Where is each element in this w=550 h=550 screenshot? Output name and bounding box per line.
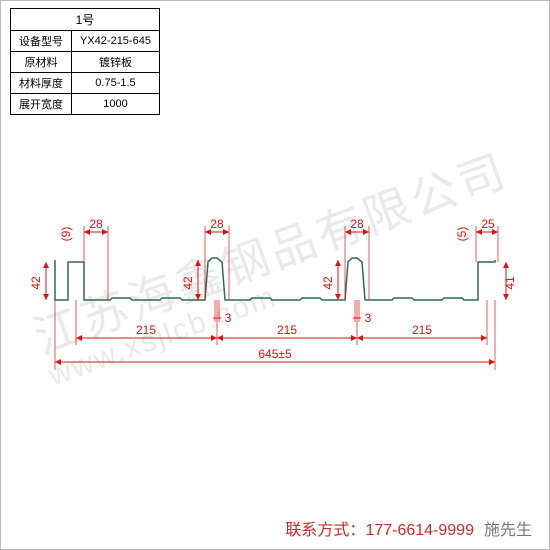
- svg-text:28: 28: [89, 217, 103, 231]
- section-dims: 215 215 215: [76, 300, 487, 345]
- svg-text:(9): (9): [59, 227, 73, 242]
- svg-text:215: 215: [136, 323, 156, 337]
- svg-text:(5): (5): [455, 227, 469, 242]
- svg-text:25: 25: [481, 217, 495, 231]
- contact-label: 联系方式：: [285, 522, 365, 539]
- svg-text:645±5: 645±5: [258, 347, 292, 361]
- svg-text:42: 42: [321, 276, 335, 290]
- svg-text:215: 215: [277, 323, 297, 337]
- profile-path: [55, 258, 495, 300]
- top-dims: 28 (9) 28 28 (5) 25: [59, 217, 498, 300]
- height-dims: 42 42 42 41: [29, 260, 517, 300]
- svg-text:3: 3: [365, 311, 372, 325]
- svg-text:3: 3: [225, 311, 232, 325]
- svg-text:42: 42: [181, 276, 195, 290]
- svg-text:28: 28: [350, 217, 364, 231]
- stub-dims: 3 3: [213, 300, 372, 325]
- svg-text:42: 42: [29, 276, 43, 290]
- svg-text:41: 41: [503, 276, 517, 290]
- contact-line: 联系方式：177-6614-9999 施先生: [285, 516, 532, 540]
- profile-drawing: 42 42 42 41 28 (9) 28 28 (5) 25: [0, 0, 550, 550]
- svg-text:215: 215: [412, 323, 432, 337]
- contact-name: 施先生: [484, 522, 532, 539]
- svg-text:28: 28: [210, 217, 224, 231]
- contact-phone: 177-6614-9999: [365, 522, 474, 539]
